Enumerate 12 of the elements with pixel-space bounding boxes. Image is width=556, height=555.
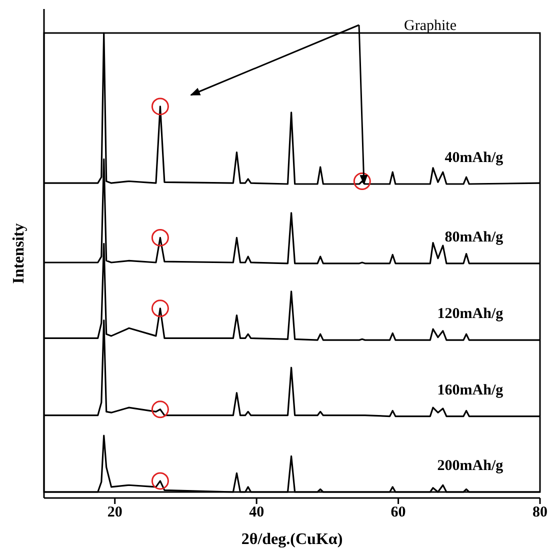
- y-axis-title: Intensity: [10, 223, 28, 284]
- x-tick-label: 60: [390, 504, 406, 521]
- series-label: 80mAh/g: [444, 229, 504, 246]
- x-tick-label: 40: [249, 504, 264, 521]
- annotation: Graphite: [404, 18, 457, 34]
- series-label: 40mAh/g: [444, 150, 504, 166]
- series-label: 120mAh/g: [437, 306, 504, 322]
- x-tick-label: 20: [107, 504, 122, 521]
- x-axis-title: 2θ/deg.(CuKα): [241, 531, 343, 548]
- x-tick-label: 80: [532, 504, 548, 521]
- series-label: 160mAh/g: [437, 382, 504, 398]
- series-label: 200mAh/g: [437, 458, 504, 474]
